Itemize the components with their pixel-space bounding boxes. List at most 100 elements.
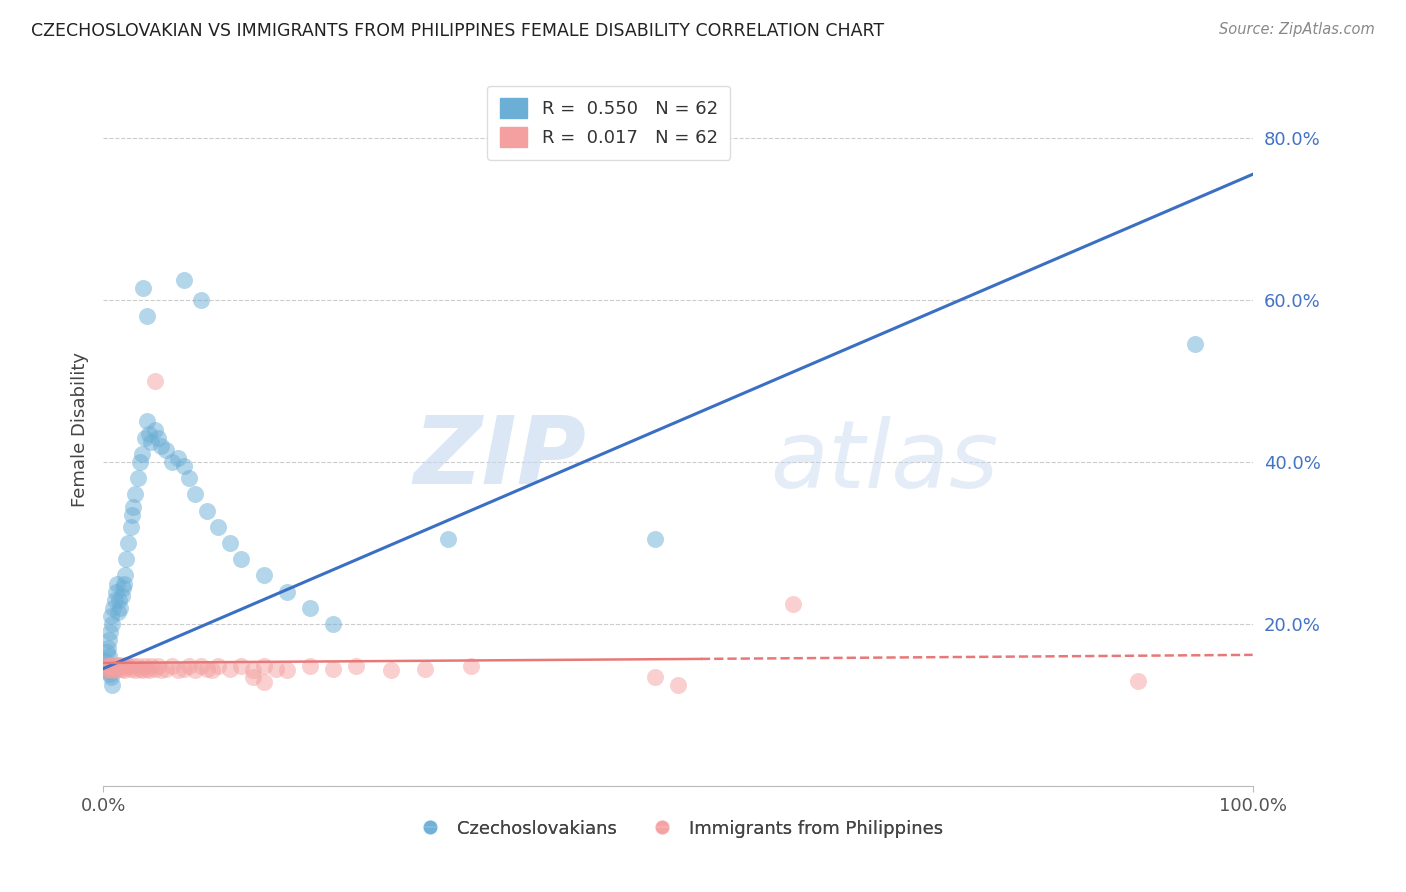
Point	[299, 600, 322, 615]
Point	[104, 592, 127, 607]
Point	[110, 657, 132, 672]
Point	[97, 649, 120, 664]
Point	[101, 617, 124, 632]
Point	[134, 431, 156, 445]
Point	[141, 659, 163, 673]
Point	[98, 667, 121, 681]
Point	[105, 657, 128, 672]
Point	[105, 576, 128, 591]
Point	[253, 568, 276, 582]
Point	[104, 662, 127, 676]
Point	[437, 532, 460, 546]
Point	[190, 659, 212, 673]
Point	[179, 471, 201, 485]
Point	[96, 662, 118, 676]
Point	[131, 447, 153, 461]
Point	[201, 663, 224, 677]
Point	[110, 589, 132, 603]
Point	[143, 374, 166, 388]
Point	[782, 597, 804, 611]
Point	[160, 455, 183, 469]
Point	[97, 663, 120, 677]
Point	[117, 536, 139, 550]
Point	[101, 659, 124, 673]
Point	[120, 662, 142, 676]
Point	[135, 414, 157, 428]
Point	[129, 455, 152, 469]
Point	[104, 660, 127, 674]
Text: CZECHOSLOVAKIAN VS IMMIGRANTS FROM PHILIPPINES FEMALE DISABILITY CORRELATION CHA: CZECHOSLOVAKIAN VS IMMIGRANTS FROM PHILI…	[31, 22, 884, 40]
Point	[149, 439, 172, 453]
Point	[380, 663, 402, 677]
Point	[115, 552, 138, 566]
Point	[96, 662, 118, 676]
Point	[111, 662, 134, 676]
Point	[96, 645, 118, 659]
Point	[100, 609, 122, 624]
Point	[100, 670, 122, 684]
Point	[155, 662, 177, 676]
Point	[98, 625, 121, 640]
Point	[97, 641, 120, 656]
Point	[121, 508, 143, 522]
Point	[132, 281, 155, 295]
Point	[190, 293, 212, 307]
Point	[97, 633, 120, 648]
Point	[299, 659, 322, 673]
Point	[207, 520, 229, 534]
Y-axis label: Female Disability: Female Disability	[72, 352, 89, 507]
Point	[218, 662, 240, 676]
Text: ZIP: ZIP	[413, 412, 586, 504]
Point	[122, 659, 145, 673]
Point	[94, 659, 117, 673]
Point	[184, 663, 207, 677]
Point	[143, 423, 166, 437]
Point	[129, 662, 152, 676]
Point	[173, 662, 195, 676]
Point	[242, 670, 264, 684]
Point	[322, 617, 344, 632]
Point	[135, 662, 157, 676]
Point	[179, 659, 201, 673]
Point	[207, 659, 229, 673]
Point	[107, 605, 129, 619]
Point	[149, 663, 172, 677]
Point	[141, 434, 163, 449]
Point	[413, 662, 436, 676]
Point	[155, 442, 177, 457]
Point	[115, 657, 138, 672]
Point	[97, 664, 120, 678]
Point	[1126, 673, 1149, 688]
Point	[107, 659, 129, 673]
Point	[135, 309, 157, 323]
Point	[148, 659, 170, 673]
Point	[117, 659, 139, 673]
Legend: Czechoslovakians, Immigrants from Philippines: Czechoslovakians, Immigrants from Philip…	[405, 813, 950, 845]
Point	[173, 458, 195, 473]
Point	[138, 663, 160, 677]
Point	[344, 659, 367, 673]
Point	[229, 659, 252, 673]
Point	[108, 662, 131, 676]
Point	[460, 659, 482, 673]
Point	[253, 659, 276, 673]
Text: Source: ZipAtlas.com: Source: ZipAtlas.com	[1219, 22, 1375, 37]
Point	[110, 659, 132, 673]
Point	[644, 670, 666, 684]
Point	[110, 600, 132, 615]
Point	[97, 659, 120, 673]
Point	[103, 600, 125, 615]
Point	[98, 657, 121, 672]
Point	[131, 663, 153, 677]
Point	[148, 431, 170, 445]
Point	[111, 581, 134, 595]
Point	[103, 663, 125, 677]
Point	[160, 659, 183, 673]
Point	[120, 520, 142, 534]
Point	[127, 659, 149, 673]
Point	[173, 272, 195, 286]
Point	[264, 662, 287, 676]
Point	[114, 659, 136, 673]
Point	[229, 552, 252, 566]
Point	[195, 662, 218, 676]
